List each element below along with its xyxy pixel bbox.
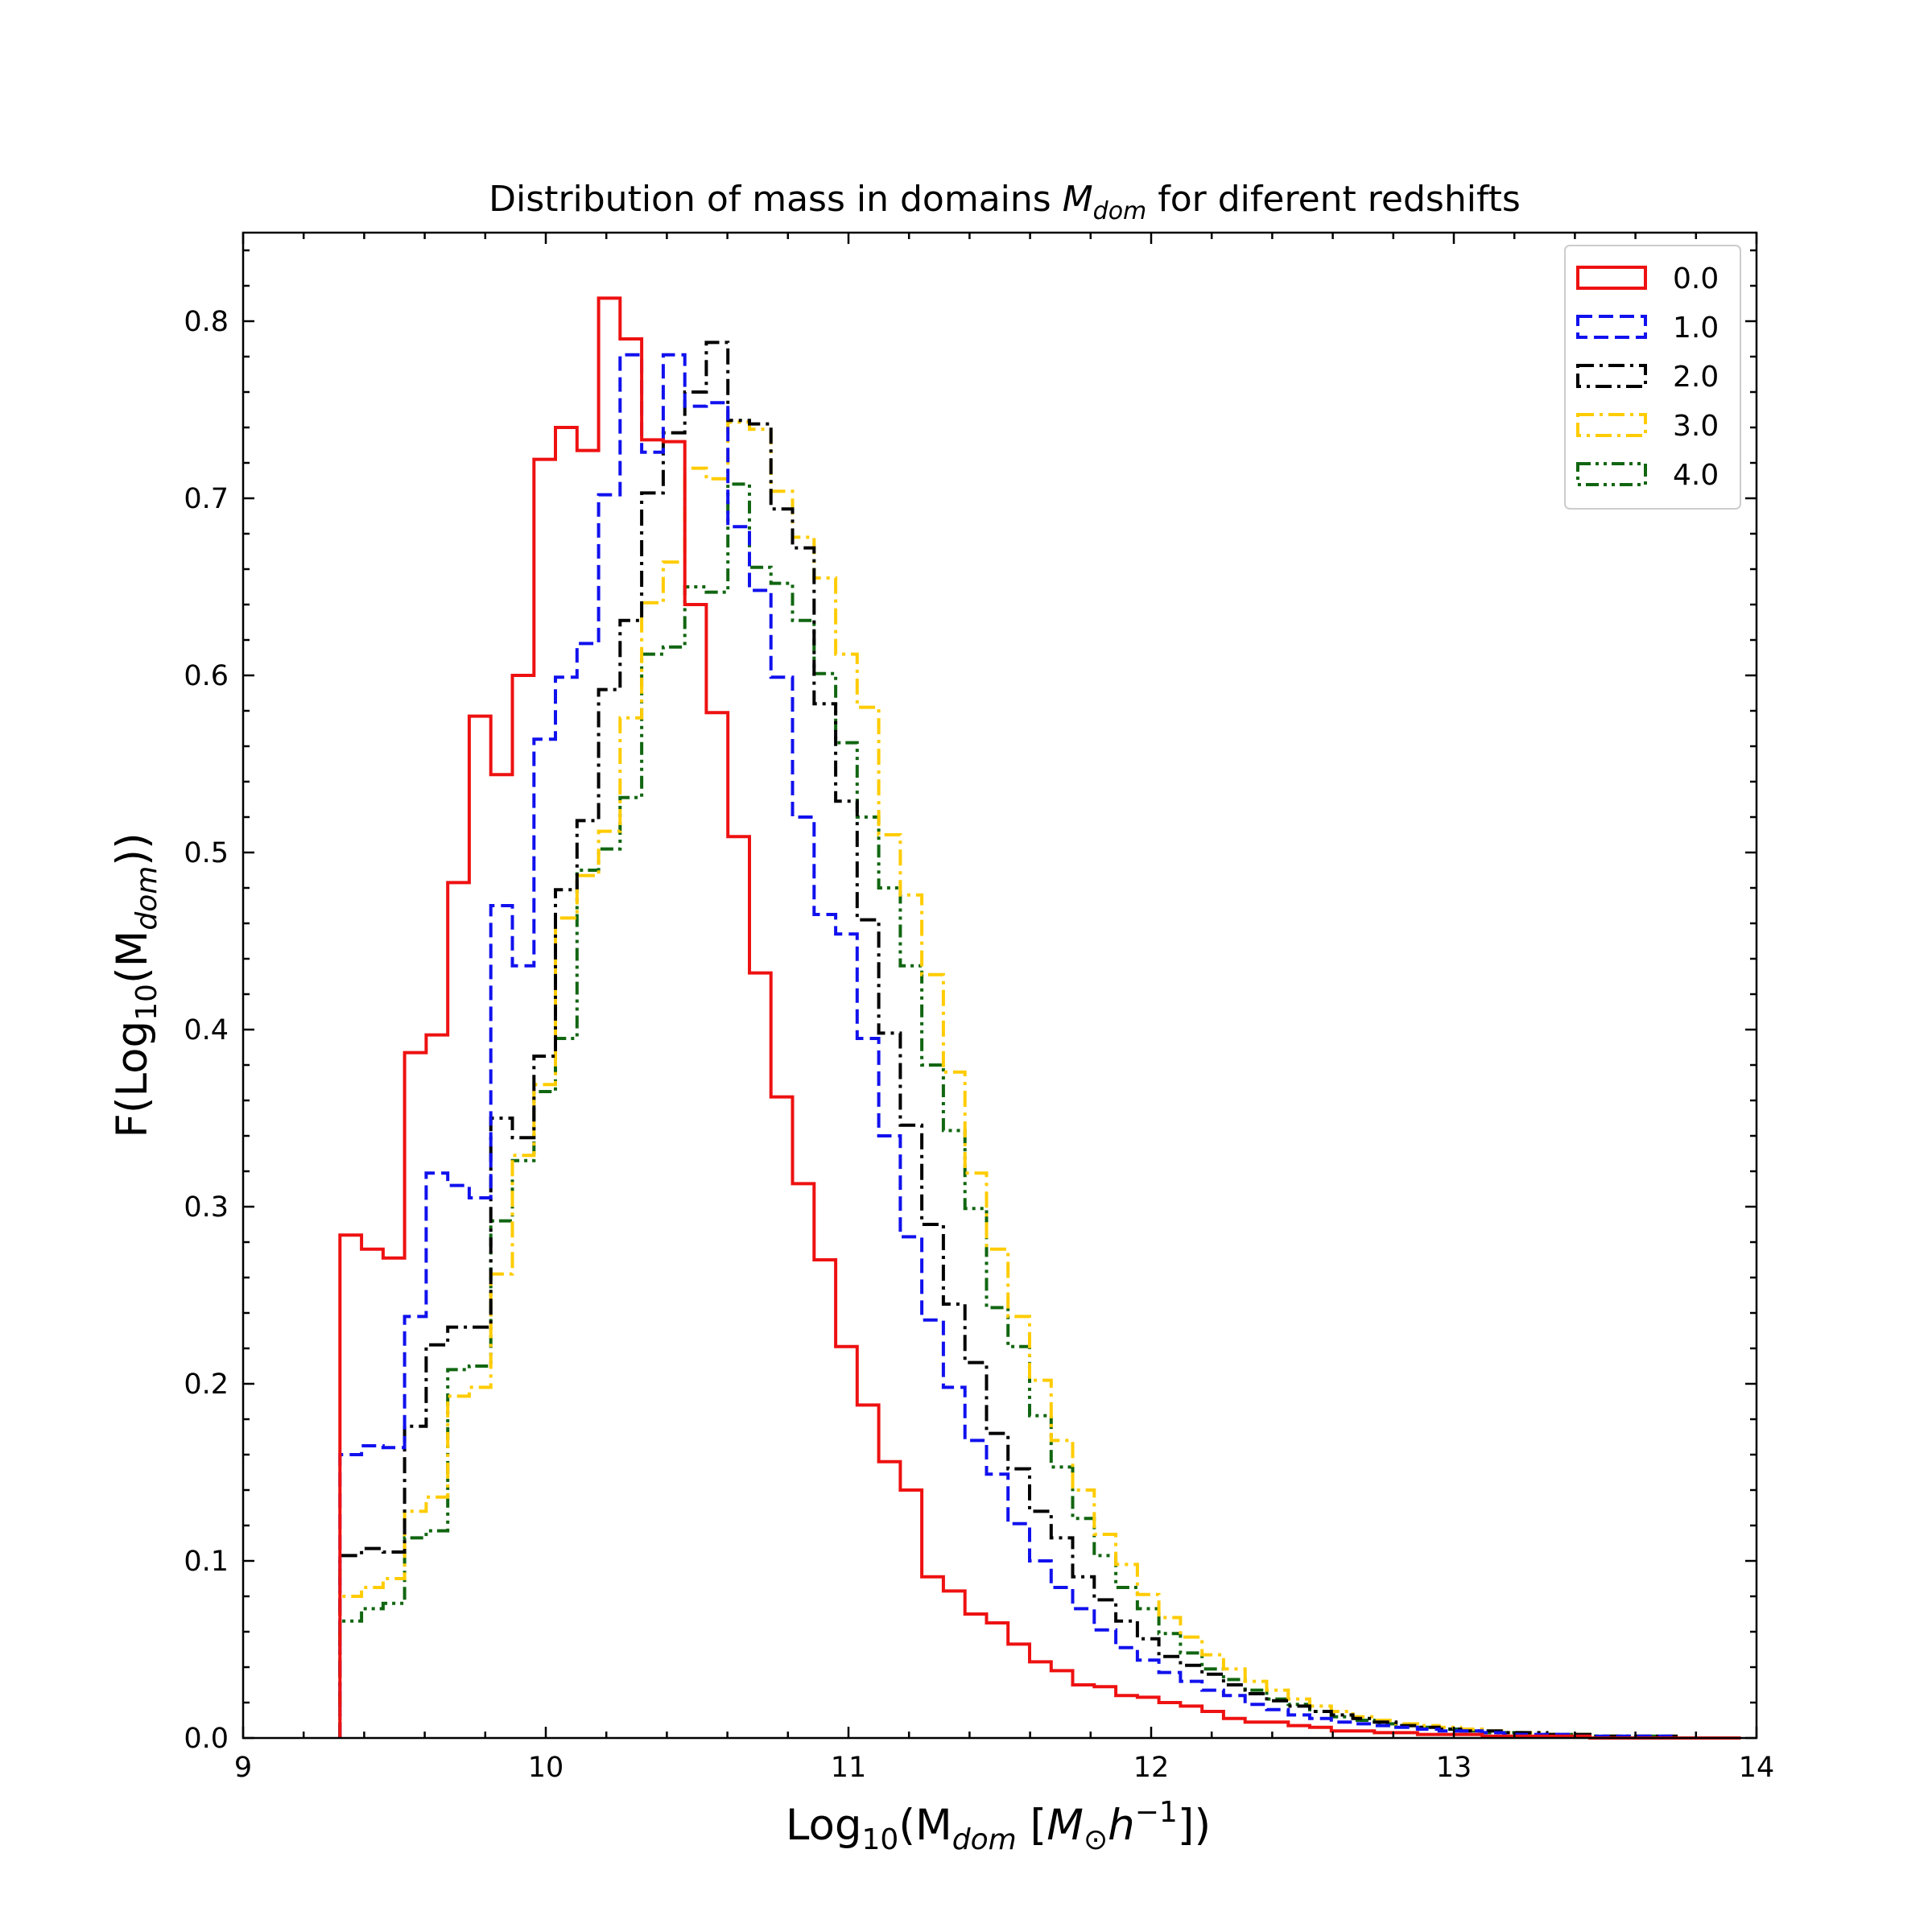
legend-swatch-2.0: [1576, 364, 1647, 388]
legend-entries: 0.0 1.0 2.0 3.0 4.0: [1576, 262, 1719, 492]
x-tick-label: 9: [234, 1752, 252, 1784]
legend-label-3.0: 3.0: [1673, 410, 1719, 443]
legend-swatch-0.0: [1576, 266, 1647, 290]
y-tick-label: 0.4: [184, 1014, 229, 1046]
legend: 0.0 1.0 2.0 3.0 4.0: [1564, 245, 1741, 510]
y-tick-label: 0.5: [184, 837, 229, 869]
legend-label-1.0: 1.0: [1673, 312, 1719, 345]
legend-box: [1564, 245, 1741, 510]
legend-swatch-4.0: [1576, 462, 1647, 486]
y-tick-label: 0.8: [184, 306, 229, 338]
y-tick-label: 0.6: [184, 660, 229, 692]
series-1.0-line: [338, 353, 1741, 1740]
y-tick-label: 0.0: [184, 1723, 229, 1755]
legend-label-4.0: 4.0: [1673, 459, 1719, 492]
y-axis-label: F(Log10(Mdom)): [108, 832, 163, 1137]
plot-series: [338, 296, 1741, 1740]
series-2.0-line: [338, 341, 1741, 1740]
chart-title: Distribution of mass in domains Mdom for…: [489, 179, 1521, 225]
x-tick-label: 10: [528, 1752, 564, 1784]
x-tick-label: 14: [1739, 1752, 1775, 1784]
x-tick-label: 11: [831, 1752, 867, 1784]
x-tick-label: 13: [1436, 1752, 1472, 1784]
plot-frame: [242, 231, 1758, 1740]
y-tick-label: 0.7: [184, 483, 229, 515]
y-tick-label: 0.1: [184, 1546, 229, 1578]
legend-label-0.0: 0.0: [1673, 262, 1719, 295]
legend-label-2.0: 2.0: [1673, 361, 1719, 394]
x-axis-label: Log10(Mdom [M⊙h−1]): [786, 1796, 1211, 1856]
axis-tick-labels: 9 10 11 12 13 14 0.0 0.1 0.2 0.3 0.4 0.5 0.6 0.7 0.8: [184, 306, 1774, 1784]
x-tick-label: 12: [1133, 1752, 1170, 1784]
legend-swatch-3.0: [1576, 413, 1647, 437]
y-tick-label: 0.2: [184, 1368, 229, 1401]
y-tick-label: 0.3: [184, 1191, 229, 1224]
legend-swatch-1.0: [1576, 315, 1647, 339]
